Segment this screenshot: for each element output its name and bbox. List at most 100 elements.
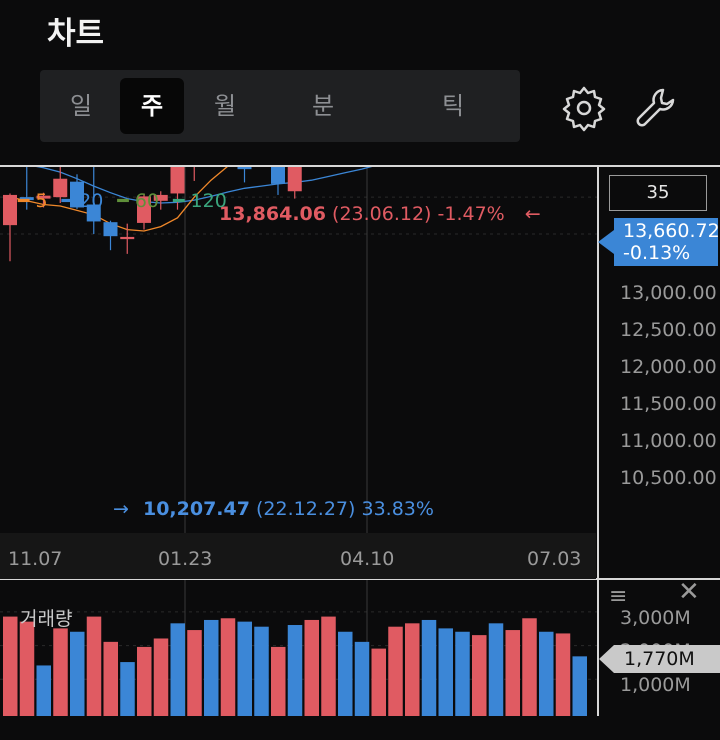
volume-bar bbox=[455, 631, 470, 716]
volume-bar bbox=[405, 623, 420, 716]
volume-chart[interactable] bbox=[0, 580, 597, 716]
high-annotation: 13,864.06 (23.06.12) -1.47% ← bbox=[219, 203, 541, 225]
volume-axis-label: 1,000M bbox=[620, 674, 691, 696]
volume-bar bbox=[271, 646, 286, 716]
tab-minute[interactable]: 분 bbox=[311, 92, 335, 120]
period-tabs: 일 주 월 분 틱 bbox=[40, 70, 520, 142]
volume-bar bbox=[237, 621, 252, 716]
volume-bar bbox=[572, 656, 587, 716]
chart-top-divider bbox=[0, 165, 720, 167]
volume-bar bbox=[555, 633, 571, 716]
tab-week[interactable]: 주 bbox=[120, 78, 184, 134]
menu-icon[interactable]: ≡ bbox=[609, 584, 628, 609]
right-arrow-icon: → bbox=[113, 498, 129, 520]
candle-body bbox=[137, 196, 151, 223]
volume-bar bbox=[354, 641, 370, 716]
current-price-tag: 13,660.72 -0.13% bbox=[614, 218, 720, 266]
volume-bar bbox=[86, 616, 102, 716]
candle-body bbox=[70, 181, 84, 208]
candle-body bbox=[237, 167, 252, 170]
current-price-change: -0.13% bbox=[623, 242, 691, 264]
low-value: 10,207.47 bbox=[142, 498, 250, 520]
volume-bar bbox=[321, 616, 336, 716]
current-volume-tag: 1,770M bbox=[614, 645, 720, 673]
volume-bar bbox=[488, 623, 504, 716]
legend-ma120: ━ 120 bbox=[173, 190, 227, 212]
close-icon[interactable]: ✕ bbox=[678, 577, 700, 607]
high-detail: (23.06.12) -1.47% bbox=[332, 203, 505, 225]
axis-divider bbox=[597, 166, 599, 716]
candle-body bbox=[86, 204, 101, 222]
volume-divider bbox=[0, 578, 720, 580]
volume-bar bbox=[19, 621, 35, 716]
candle-body bbox=[19, 197, 34, 201]
period-count-input[interactable]: 35 bbox=[609, 175, 707, 211]
tab-tick[interactable]: 틱 bbox=[441, 92, 465, 120]
volume-bar bbox=[36, 665, 51, 716]
volume-bar bbox=[505, 630, 520, 716]
volume-bar bbox=[522, 618, 537, 716]
low-detail: (22.12.27) 33.83% bbox=[256, 498, 434, 520]
volume-bar bbox=[539, 631, 554, 716]
ma-legend: ━ 5 ━ 20 ━ 60 ━ 120 bbox=[18, 190, 235, 212]
wrench-icon[interactable] bbox=[633, 84, 681, 132]
high-value: 13,864.06 bbox=[219, 203, 326, 225]
volume-bar bbox=[3, 616, 18, 716]
date-axis-band bbox=[0, 533, 596, 579]
candle-body bbox=[287, 167, 302, 192]
candle-body bbox=[103, 222, 118, 237]
candle-body bbox=[170, 167, 185, 194]
volume-bar bbox=[204, 619, 219, 716]
candle-body bbox=[271, 167, 285, 184]
volume-bar bbox=[304, 619, 319, 716]
page-title: 차트 bbox=[47, 16, 105, 52]
price-axis-label: 12,000.00 bbox=[620, 356, 717, 378]
candle-body bbox=[3, 194, 17, 226]
volume-axis-label: 3,000M bbox=[620, 607, 691, 629]
volume-bar bbox=[338, 631, 353, 716]
volume-bar bbox=[388, 626, 403, 716]
volume-bar bbox=[421, 619, 437, 716]
legend-ma20: ━ 20 bbox=[61, 190, 104, 212]
date-axis-label: 04.10 bbox=[340, 548, 395, 570]
volume-bar bbox=[220, 618, 236, 716]
current-price-value: 13,660.72 bbox=[623, 220, 720, 242]
candle-body bbox=[153, 194, 168, 201]
volume-bar bbox=[70, 631, 85, 716]
ma5-line bbox=[9, 167, 228, 232]
volume-bar bbox=[120, 662, 135, 716]
low-annotation: → 10,207.47 (22.12.27) 33.83% bbox=[113, 498, 434, 520]
price-chart[interactable] bbox=[0, 167, 597, 533]
legend-ma5: ━ 5 bbox=[18, 190, 48, 212]
candle-body bbox=[53, 178, 68, 198]
price-axis-label: 12,500.00 bbox=[620, 319, 717, 341]
volume-bar bbox=[137, 646, 152, 716]
price-axis-label: 11,000.00 bbox=[620, 430, 717, 452]
candle-body bbox=[120, 236, 135, 240]
volume-bar bbox=[53, 628, 68, 716]
date-axis-label: 11.07 bbox=[8, 548, 63, 570]
price-tag-pointer bbox=[598, 230, 614, 254]
left-arrow-icon: ← bbox=[524, 203, 541, 225]
tab-month[interactable]: 월 bbox=[213, 92, 237, 120]
volume-bar bbox=[254, 626, 269, 716]
volume-bar bbox=[187, 630, 202, 716]
tab-day[interactable]: 일 bbox=[69, 92, 93, 120]
gear-icon[interactable] bbox=[560, 84, 608, 132]
volume-bar bbox=[170, 623, 185, 716]
volume-bar bbox=[287, 625, 303, 716]
volume-bar bbox=[438, 628, 453, 716]
price-axis-label: 10,500.00 bbox=[620, 467, 717, 489]
ma20-line bbox=[35, 167, 373, 204]
volume-bar bbox=[371, 648, 386, 716]
candle-body bbox=[36, 195, 51, 199]
price-axis-label: 13,000.00 bbox=[620, 282, 717, 304]
date-axis-label: 07.03 bbox=[527, 548, 582, 570]
volume-title: 거래량 bbox=[20, 608, 73, 630]
legend-ma60: ━ 60 bbox=[117, 190, 160, 212]
date-axis-label: 01.23 bbox=[158, 548, 213, 570]
volume-bar bbox=[472, 635, 487, 716]
volume-bar bbox=[153, 638, 169, 716]
volume-bar bbox=[103, 641, 118, 716]
price-axis-label: 11,500.00 bbox=[620, 393, 717, 415]
